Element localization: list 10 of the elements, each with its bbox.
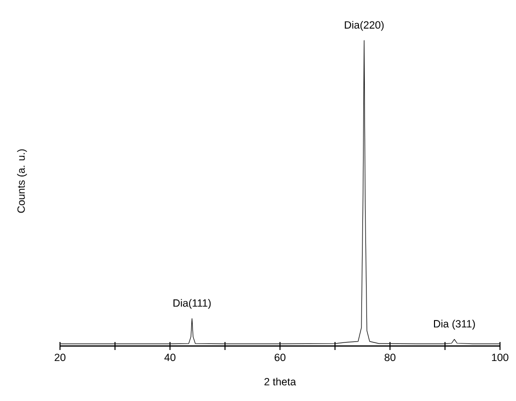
x-tick-label: 60: [274, 354, 286, 362]
x-axis-title: 2 theta: [264, 378, 296, 386]
y-axis-title: Counts (a. u.): [17, 149, 27, 213]
annotation: Dia (311): [434, 320, 475, 330]
x-tick-label: 40: [164, 354, 176, 362]
x-tick-label: 100: [492, 354, 508, 362]
annotation: Dia(111): [174, 299, 211, 309]
x-tick-label: 20: [54, 354, 66, 362]
x-tick-label: 80: [384, 354, 396, 362]
annotation: Dia(220): [344, 20, 384, 31]
